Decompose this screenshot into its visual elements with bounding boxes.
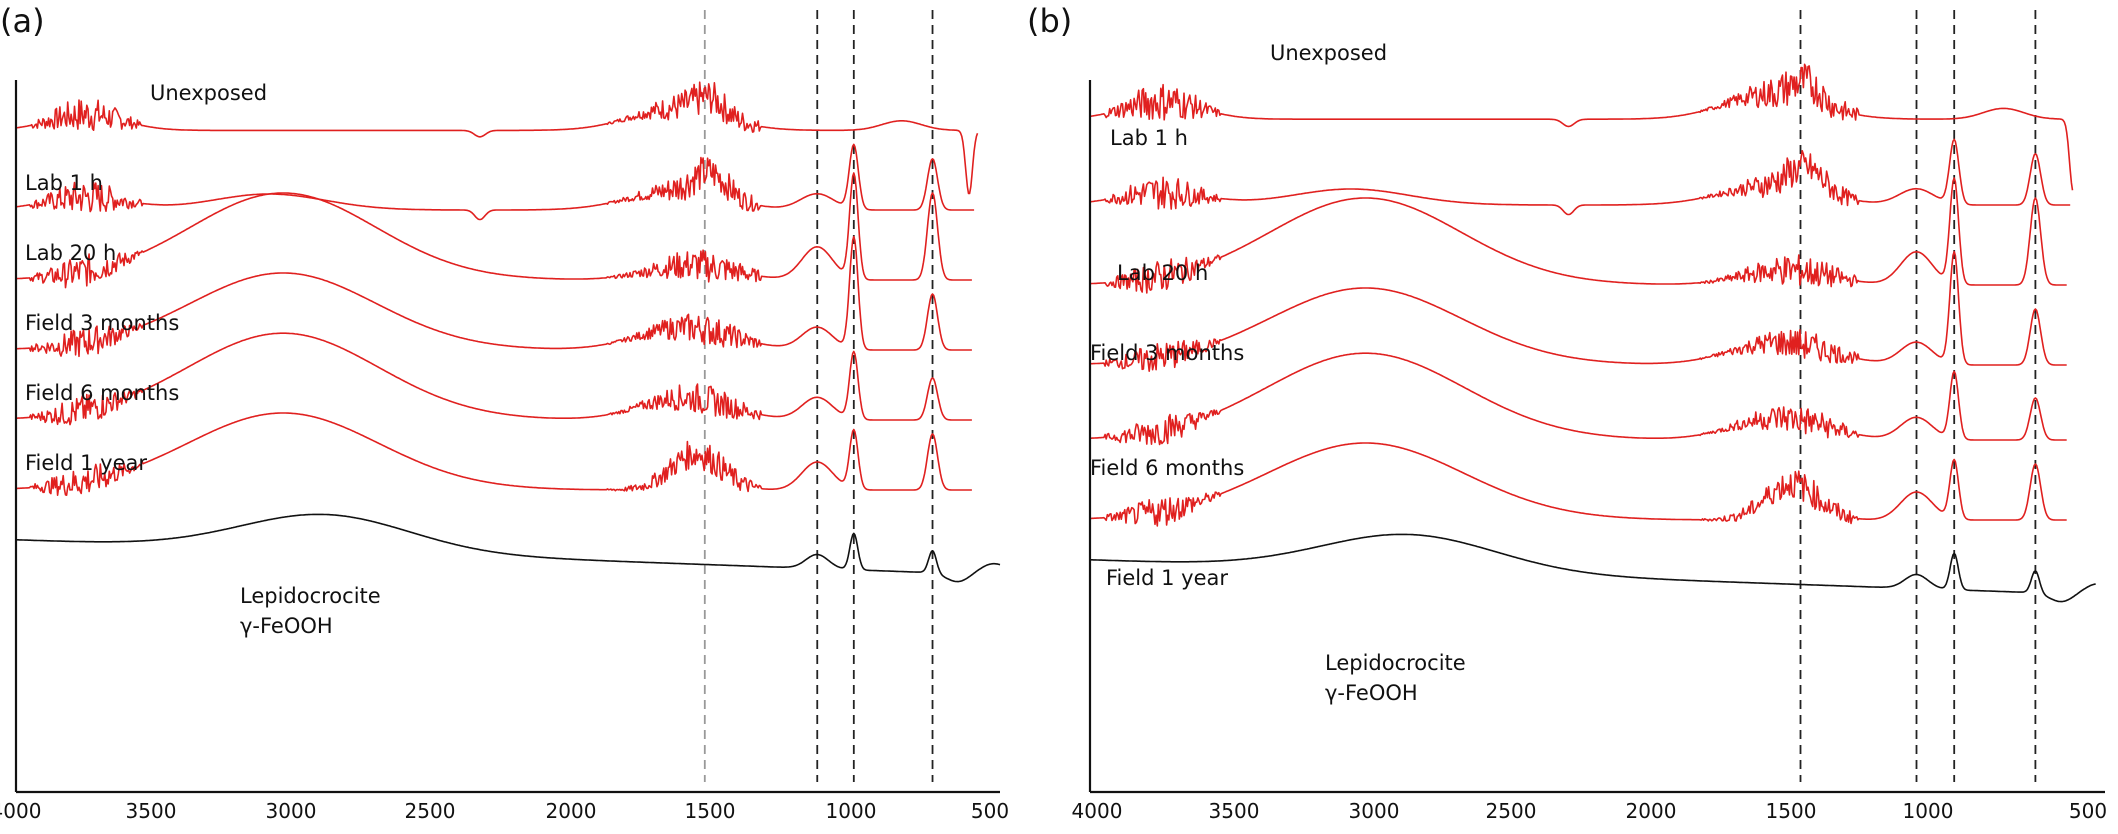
spectrum-lab1 [1089,138,2071,216]
x-tick-1000: 1000 [826,799,877,823]
series-label-field6: Field 6 months [25,381,179,405]
panel-a-tag: (a) [0,2,45,40]
spectrum-lepido [16,513,1001,583]
x-tick-2500: 2500 [405,799,456,823]
panel-a: (a) Unexposed Lab 1 h Lab 20 h Field 3 mont… [0,2,1009,823]
x-ticks-a: 4000 3500 3000 2500 2000 1500 1000 500 [0,799,1009,823]
spectrum-field6 [1090,352,2067,446]
x-tick-1000: 1000 [1903,799,1954,823]
spectrum-field3 [1089,250,2067,372]
series-label-lepido: Lepidocrocite γ-FeOOH [240,584,381,638]
series-label-lab1: Lab 1 h [1110,126,1188,150]
spectra-a [15,81,1001,583]
series-label-field3: Field 3 months [1090,341,1244,365]
x-tick-3500: 3500 [1209,799,1260,823]
series-labels-b: Unexposed Lab 1 h Lab 20 h Field 3 months Fi… [1090,41,1466,705]
series-label-lepido: Lepidocrocite γ-FeOOH [1325,651,1466,705]
series-label-lab20: Lab 20 h [25,241,116,265]
spectrum-lab20 [16,172,972,289]
x-tick-3000: 3000 [266,799,317,823]
x-tick-2500: 2500 [1486,799,1537,823]
series-label-field1: Field 1 year [1106,566,1228,590]
x-tick-3500: 3500 [126,799,177,823]
x-tick-4000: 4000 [0,799,41,823]
series-label-unexposed: Unexposed [1270,41,1387,65]
x-tick-1500: 1500 [1766,799,1817,823]
panel-b-tag: (b) [1027,2,1072,40]
series-label-lab20: Lab 20 h [1117,261,1208,285]
series-label-lab1: Lab 1 h [25,171,103,195]
x-tick-1500: 1500 [685,799,736,823]
spectrum-field1 [16,412,972,496]
reference-lines-b [1799,10,2037,782]
x-tick-500: 500 [971,799,1009,823]
series-label-field3: Field 3 months [25,311,179,335]
spectrum-lab1 [15,143,975,221]
x-tick-4000: 4000 [1072,799,1123,823]
spectrum-field1 [1090,442,2067,527]
spectrum-unexposed [15,81,979,195]
spectrum-field3 [15,235,972,358]
spectrum-lab20 [1090,177,2067,294]
series-label-unexposed: Unexposed [150,81,267,105]
spectra-b [1089,63,2096,603]
series-label-field1: Field 1 year [25,451,147,475]
x-tick-3000: 3000 [1349,799,1400,823]
x-tick-2000: 2000 [1626,799,1677,823]
x-tick-500: 500 [2069,799,2107,823]
spectrum-field6 [16,332,972,426]
spectrum-lepido [1090,533,2096,603]
series-labels-a: Unexposed Lab 1 h Lab 20 h Field 3 months Fi… [25,81,381,638]
panel-b: (b) Unexposed Lab 1 h Lab 20 h Field 3 mont… [1027,2,2107,823]
x-ticks-b: 4000 3500 3000 2500 2000 1500 1000 500 [1072,799,2108,823]
spectrum-unexposed [1089,63,2074,191]
x-tick-2000: 2000 [546,799,597,823]
series-label-field6: Field 6 months [1090,456,1244,480]
reference-lines-a [703,10,934,782]
